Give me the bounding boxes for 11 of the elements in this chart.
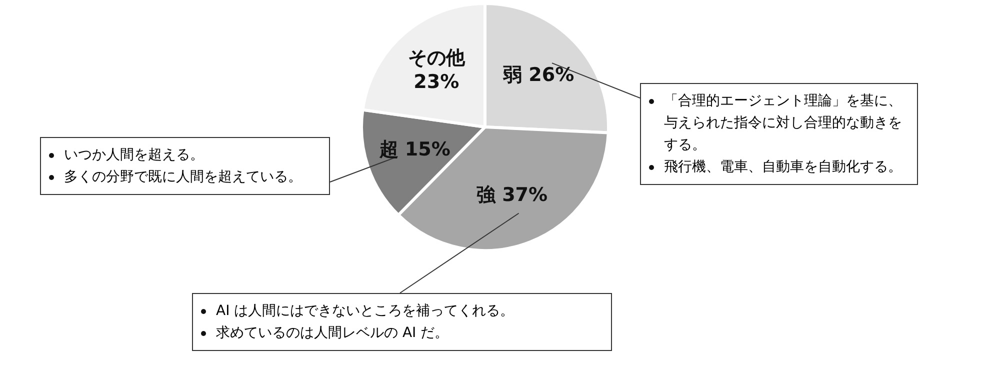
slice-label: 弱 26% xyxy=(502,64,574,86)
text: 飛行機、電車、自動車を自動化する。 xyxy=(664,158,902,177)
text: 「合理的エージェント理論」を基に、与えられた指令に対し合理的な動きをする。 xyxy=(664,92,903,155)
text: 求めているのは人間レベルの AI だ。 xyxy=(216,324,449,343)
slice-label: その他 xyxy=(408,47,466,70)
text: 多くの分野で既に人間を超えている。 xyxy=(64,168,302,187)
slice-label: 強 37% xyxy=(476,184,548,206)
data-label: 23% xyxy=(414,71,460,94)
text: いつか人間を超える。 xyxy=(64,146,204,165)
slice-label: 超 15% xyxy=(378,138,450,161)
text: AI は人間にはできないところを補ってくれる。 xyxy=(216,302,514,321)
